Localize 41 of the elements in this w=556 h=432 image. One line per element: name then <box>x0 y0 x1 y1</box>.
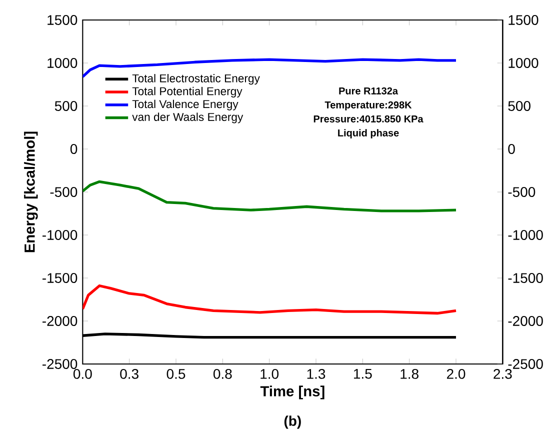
y2-tick-label: -500 <box>508 187 536 197</box>
x-tick-label: 1.8 <box>400 368 418 379</box>
x-tick-label: 1.3 <box>307 368 326 379</box>
x-tick-label: 2.3 <box>494 368 512 379</box>
y-tick-label: -2000 <box>42 316 78 326</box>
y-tick-label: -500 <box>50 187 78 197</box>
y-tick-label: -1000 <box>42 230 78 240</box>
y2-tick-label: -1000 <box>508 230 543 240</box>
y2-tick-label: 500 <box>508 101 530 111</box>
legend-label: van der Waals Energy <box>132 112 244 124</box>
annotation: Liquid phase <box>338 129 399 138</box>
x-tick-label: 0.5 <box>166 368 186 379</box>
x-axis-title: Time [ns] <box>260 386 324 400</box>
y2-tick-label: 1000 <box>508 58 538 68</box>
x-tick-label: 2.0 <box>446 368 466 379</box>
annotation: Pressure:4015.850 KPa <box>314 115 424 122</box>
y-tick-label: 1000 <box>48 58 78 68</box>
y2-tick-label: -2500 <box>508 359 543 369</box>
y-tick-label: -1500 <box>42 273 78 283</box>
legend-label: Total Valence Energy <box>132 100 238 110</box>
y-tick-label: 0 <box>70 144 78 154</box>
line-series <box>82 284 458 315</box>
text: (b) <box>284 416 301 429</box>
x-tick-label: 1.0 <box>260 368 279 379</box>
annotation: Pure R1132a <box>339 87 398 94</box>
x-tick-label: 0.0 <box>73 368 92 379</box>
y2-tick-label: -2000 <box>508 316 543 326</box>
y2-tick-label: 0 <box>508 144 515 154</box>
x-tick-label: 0.3 <box>120 368 138 379</box>
x-tick-label: 1.5 <box>354 368 372 379</box>
y-tick-label: -2500 <box>42 359 78 369</box>
x-tick-label: 0.8 <box>213 368 232 379</box>
y-axis-title: Energy [kcal/mol] <box>24 132 38 252</box>
y2-tick-label: 1500 <box>508 15 538 25</box>
legend-label: Total Electrostatic Energy <box>132 74 260 85</box>
y-tick-label: 500 <box>54 101 78 111</box>
annotation: Temperature:298K <box>324 101 412 110</box>
line-series <box>82 180 458 212</box>
legend-label: Total Potential Energy <box>132 86 242 98</box>
y-tick-label: 1500 <box>48 15 78 25</box>
y2-tick-label: -1500 <box>508 273 543 283</box>
